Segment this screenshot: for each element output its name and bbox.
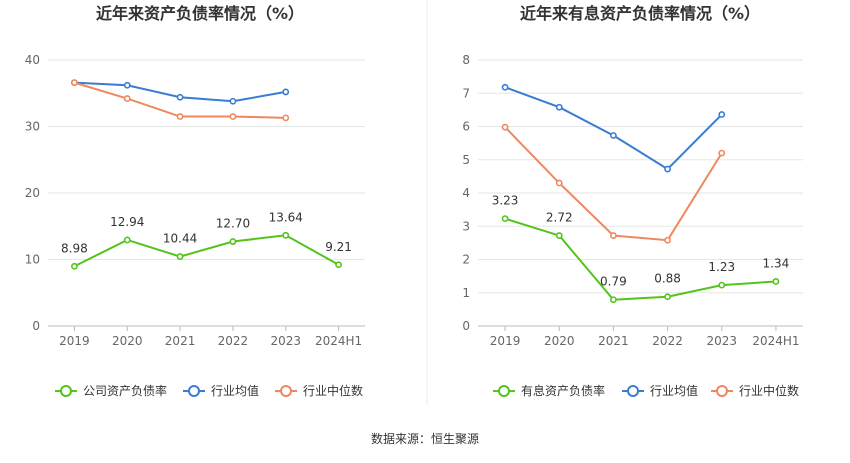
- legend-marker: [627, 385, 639, 397]
- data-label: 0.79: [600, 275, 627, 289]
- y-tick-label: 3: [462, 219, 470, 233]
- data-point[interactable]: [664, 236, 671, 244]
- legend-label: 有息资产负债率: [521, 383, 605, 398]
- legend-label: 行业中位数: [303, 383, 363, 398]
- chart-title: 近年来资产负债率情况（%）: [96, 4, 304, 23]
- data-point[interactable]: [176, 253, 184, 260]
- data-point[interactable]: [229, 97, 237, 105]
- legend-marker: [280, 385, 292, 397]
- data-point[interactable]: [71, 262, 78, 270]
- legend-label: 行业中位数: [739, 383, 799, 398]
- data-point[interactable]: [610, 232, 617, 239]
- y-tick-label: 20: [25, 186, 40, 200]
- data-point[interactable]: [335, 261, 342, 269]
- data-point[interactable]: [718, 281, 726, 289]
- legend-label: 行业均值: [650, 383, 698, 398]
- data-label: 1.23: [708, 260, 735, 274]
- data-point[interactable]: [229, 113, 237, 120]
- data-point[interactable]: [664, 165, 671, 173]
- data-label: 12.70: [216, 217, 250, 231]
- x-tick-label: 2022: [652, 334, 683, 348]
- data-point[interactable]: [610, 296, 617, 304]
- y-tick-label: 5: [462, 153, 470, 167]
- y-tick-label: 4: [462, 186, 470, 200]
- data-label: 10.44: [163, 232, 197, 246]
- x-tick-label: 2024H1: [315, 334, 362, 348]
- data-label: 0.88: [654, 272, 681, 286]
- legend-item[interactable]: 有息资产负债率: [493, 383, 605, 398]
- x-tick-label: 2023: [270, 334, 301, 348]
- chart-title: 近年来有息资产负债率情况（%）: [520, 4, 760, 23]
- data-source-caption: 数据来源：恒生聚源: [371, 431, 479, 446]
- data-point[interactable]: [501, 83, 509, 91]
- data-label: 2.72: [546, 211, 573, 225]
- series-line: [504, 126, 723, 242]
- data-point[interactable]: [664, 293, 671, 301]
- legend-item[interactable]: 公司资产负债率: [55, 383, 167, 398]
- y-tick-label: 0: [32, 319, 40, 333]
- x-tick-label: 2020: [112, 334, 143, 348]
- data-point[interactable]: [282, 88, 290, 96]
- data-point[interactable]: [123, 236, 131, 244]
- y-tick-label: 6: [462, 120, 470, 134]
- data-point[interactable]: [555, 103, 563, 111]
- legend-item[interactable]: 行业均值: [622, 383, 698, 398]
- y-tick-label: 2: [462, 253, 470, 267]
- x-tick-label: 2020: [544, 334, 575, 348]
- y-tick-label: 30: [25, 120, 40, 134]
- legend-label: 行业均值: [211, 383, 259, 398]
- legend-label: 公司资产负债率: [83, 383, 167, 398]
- data-point[interactable]: [123, 81, 131, 89]
- x-tick-label: 2021: [598, 334, 629, 348]
- data-label: 12.94: [110, 215, 144, 229]
- chart-right: 近年来有息资产负债率情况（%） 0 1 2 3 4 5 6 7 8 2019 2020 2021 2022…: [462, 4, 803, 398]
- x-tick-label: 2021: [165, 334, 196, 348]
- x-tick-label: 2023: [706, 334, 737, 348]
- series-line: [504, 217, 776, 301]
- legend-item[interactable]: 行业均值: [183, 383, 259, 398]
- x-tick-label: 2022: [218, 334, 249, 348]
- data-point[interactable]: [555, 232, 563, 239]
- data-label: 3.23: [492, 194, 519, 208]
- legend-marker: [716, 385, 728, 397]
- data-point[interactable]: [718, 111, 726, 118]
- data-point[interactable]: [123, 95, 131, 102]
- data-point[interactable]: [71, 79, 78, 87]
- data-label: 13.64: [269, 210, 303, 224]
- data-label: 9.21: [325, 240, 352, 254]
- chart-left: 近年来资产负债率情况（%） 0 10 20 30 40 2019 2020 2021 2022 20…: [25, 4, 365, 398]
- legend-item[interactable]: 行业中位数: [711, 383, 799, 398]
- data-point[interactable]: [772, 278, 780, 285]
- legend-item[interactable]: 行业中位数: [275, 383, 363, 398]
- y-tick-label: 1: [462, 286, 470, 300]
- data-point[interactable]: [176, 93, 184, 101]
- x-tick-label: 2024H1: [752, 334, 799, 348]
- data-point[interactable]: [282, 231, 290, 239]
- x-tick-label: 2019: [59, 334, 90, 348]
- data-point[interactable]: [718, 149, 726, 157]
- series-line: [504, 86, 723, 171]
- data-point[interactable]: [555, 179, 563, 187]
- data-label: 1.34: [763, 256, 790, 270]
- data-point[interactable]: [229, 238, 237, 245]
- legend-marker: [188, 385, 200, 397]
- data-point[interactable]: [501, 123, 509, 131]
- x-tick-label: 2019: [490, 334, 521, 348]
- y-tick-label: 8: [462, 53, 470, 67]
- legend-marker: [60, 385, 72, 397]
- y-tick-label: 40: [25, 53, 40, 67]
- y-tick-label: 10: [25, 253, 40, 267]
- y-tick-label: 0: [462, 319, 470, 333]
- data-point[interactable]: [282, 114, 290, 122]
- series-line: [73, 234, 340, 268]
- data-point[interactable]: [176, 113, 184, 120]
- legend-marker: [498, 385, 510, 397]
- data-label: 8.98: [61, 241, 88, 255]
- data-point[interactable]: [610, 132, 617, 139]
- y-tick-label: 7: [462, 86, 470, 100]
- data-point[interactable]: [501, 215, 509, 223]
